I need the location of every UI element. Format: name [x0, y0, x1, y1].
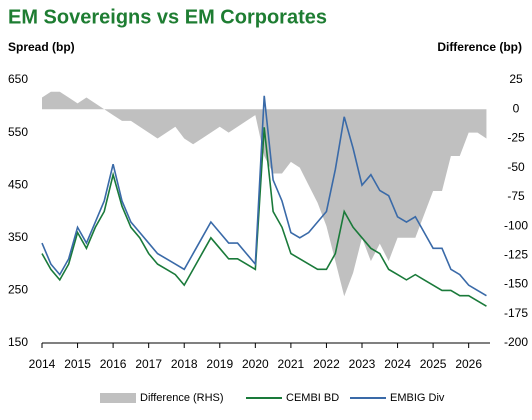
y2-tick-label: -200 — [504, 335, 528, 349]
chart-title: EM Sovereigns vs EM Corporates — [8, 6, 327, 28]
y2-tick-label: -25 — [507, 131, 525, 145]
legend-label: EMBIG Div — [390, 392, 445, 404]
y2-tick-label: 0 — [513, 101, 520, 115]
y-tick-label: 250 — [8, 283, 28, 297]
series-line — [41, 95, 487, 297]
x-tick-label: 2024 — [384, 357, 411, 371]
y2-tick-label: 25 — [509, 72, 523, 86]
y-axis-title: Spread (bp) — [8, 40, 75, 54]
x-tick-label: 2023 — [349, 357, 376, 371]
series-line — [41, 127, 487, 307]
x-tick-label: 2020 — [242, 357, 269, 371]
y-tick-label: 350 — [8, 230, 28, 244]
y-tick-label: 450 — [8, 177, 28, 191]
x-tick-label: 2025 — [420, 357, 447, 371]
y2-tick-label: -150 — [504, 277, 528, 291]
legend-label: CEMBI BD — [286, 392, 339, 404]
y-tick-label: 150 — [8, 335, 28, 349]
x-tick-label: 2017 — [135, 357, 162, 371]
x-tick-label: 2022 — [313, 357, 340, 371]
y2-tick-label: -175 — [504, 306, 528, 320]
y2-tick-label: -75 — [507, 189, 525, 203]
x-tick-label: 2014 — [29, 357, 56, 371]
y2-tick-label: -100 — [504, 218, 528, 232]
x-tick-label: 2015 — [64, 357, 91, 371]
legend-swatch — [100, 393, 136, 403]
x-tick-label: 2021 — [278, 357, 305, 371]
y-tick-label: 650 — [8, 72, 28, 86]
y2-tick-label: -50 — [507, 160, 525, 174]
y2-axis-title: Difference (bp) — [437, 40, 522, 54]
y-tick-label: 550 — [8, 125, 28, 139]
x-tick-label: 2016 — [100, 357, 127, 371]
y2-tick-label: -125 — [504, 248, 528, 262]
x-tick-label: 2026 — [455, 357, 482, 371]
x-tick-label: 2019 — [206, 357, 233, 371]
difference-area — [42, 91, 487, 297]
legend-label: Difference (RHS) — [140, 392, 224, 404]
x-tick-label: 2018 — [171, 357, 198, 371]
